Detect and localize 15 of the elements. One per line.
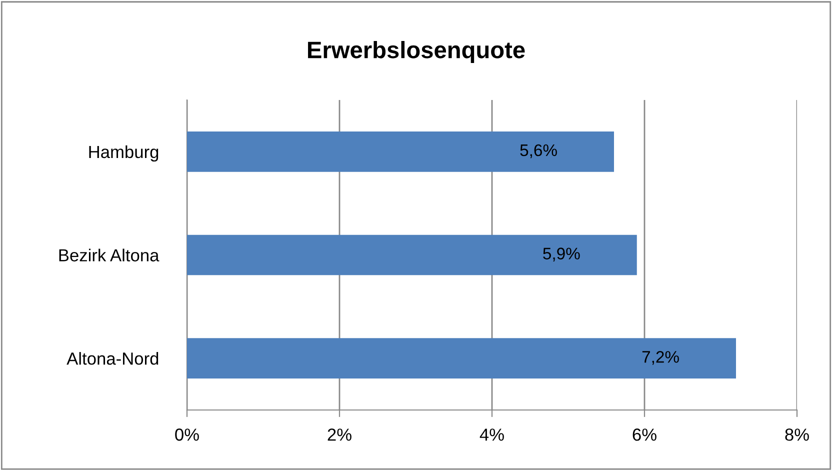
- chart-title: Erwerbslosenquote: [308, 40, 525, 64]
- x-tick-label: 8%: [785, 428, 809, 441]
- bar: [187, 234, 637, 276]
- y-tick-label: Bezirk Altona: [59, 248, 160, 262]
- data-label: 7,2%: [642, 351, 679, 365]
- bar: [187, 338, 736, 378]
- x-tick-label: 2%: [328, 428, 352, 441]
- x-tick-label: 0%: [175, 428, 199, 441]
- y-tick-label: Hamburg: [89, 145, 158, 162]
- data-label: 5,9%: [543, 248, 580, 262]
- x-tick-label: 4%: [480, 428, 504, 441]
- y-tick-label: Altona-Nord: [66, 352, 158, 365]
- data-label: 5,6%: [520, 144, 557, 158]
- bar: [187, 132, 614, 172]
- x-tick-label: 6%: [632, 428, 656, 441]
